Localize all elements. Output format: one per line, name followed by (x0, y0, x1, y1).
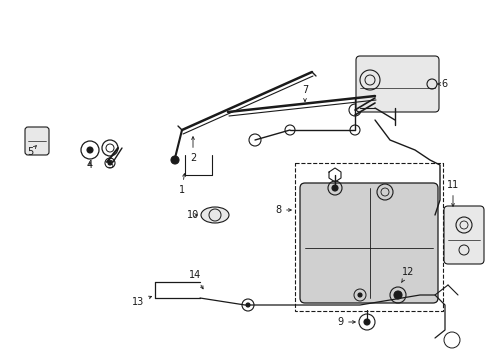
Bar (294, 163, 442, 311)
Text: 10: 10 (186, 210, 199, 220)
Text: 12: 12 (401, 267, 413, 282)
Text: 4: 4 (87, 160, 93, 170)
Ellipse shape (201, 207, 228, 223)
FancyBboxPatch shape (443, 206, 483, 264)
Circle shape (171, 156, 179, 164)
Circle shape (331, 185, 337, 191)
Text: 1: 1 (179, 174, 185, 195)
FancyBboxPatch shape (299, 183, 437, 303)
Circle shape (357, 293, 361, 297)
Text: 9: 9 (336, 317, 355, 327)
FancyBboxPatch shape (355, 56, 438, 112)
Circle shape (108, 161, 112, 165)
Text: 6: 6 (437, 79, 446, 89)
Text: 8: 8 (274, 205, 291, 215)
Text: 14: 14 (188, 270, 203, 289)
Circle shape (363, 319, 369, 325)
Text: 2: 2 (189, 137, 196, 163)
FancyBboxPatch shape (25, 127, 49, 155)
Circle shape (245, 303, 249, 307)
Text: 5: 5 (27, 146, 36, 157)
Text: 11: 11 (446, 180, 458, 206)
Circle shape (393, 291, 401, 299)
Text: 3: 3 (107, 160, 113, 170)
Circle shape (87, 147, 93, 153)
Text: 13: 13 (132, 296, 151, 307)
Text: 7: 7 (301, 85, 307, 101)
